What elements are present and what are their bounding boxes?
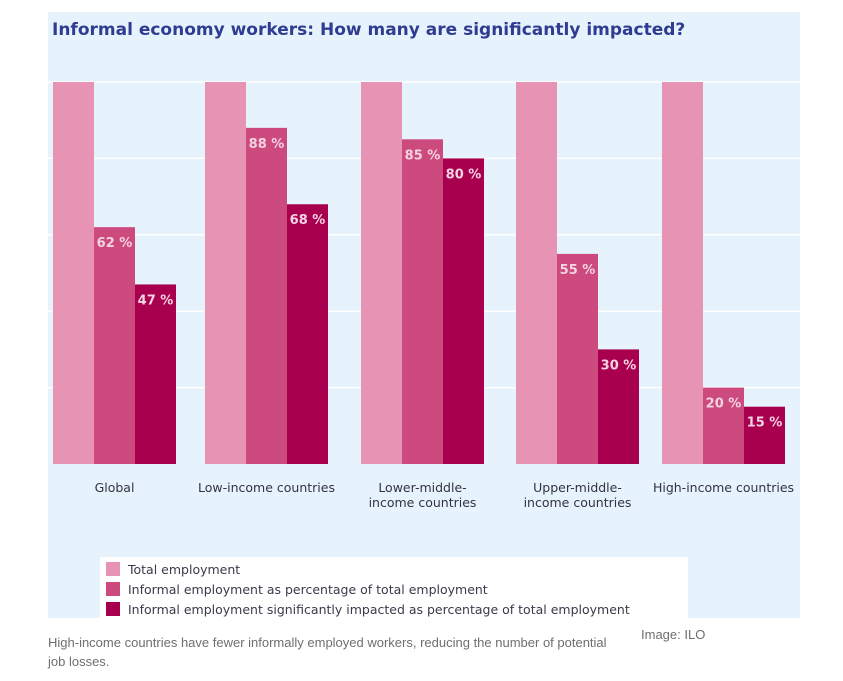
image-caption: High-income countries have fewer informa… — [48, 635, 607, 669]
data-label: 85 % — [405, 148, 441, 163]
bar-1-2 — [205, 82, 246, 464]
legend-label: Informal employment as percentage of tot… — [128, 581, 488, 597]
bar-3-3 — [443, 158, 484, 464]
category-label: High-income countries — [653, 480, 794, 495]
legend-item: Total employment — [106, 560, 240, 578]
bar-1-5 — [662, 82, 703, 464]
chart-panel: Informal economy workers: How many are s… — [48, 12, 800, 623]
data-label: 68 % — [290, 213, 326, 228]
legend: Total employment Informal employment as p… — [100, 557, 688, 623]
chart-title: Informal economy workers: How many are s… — [52, 20, 686, 40]
category-label: income countries — [524, 495, 632, 510]
legend-swatch — [106, 602, 120, 616]
legend-swatch — [106, 562, 120, 576]
bar-2-3 — [402, 139, 443, 465]
bar-2-1 — [94, 227, 135, 464]
bar-2-5 — [703, 387, 744, 464]
category-label: Upper-middle- — [533, 480, 622, 495]
bar-3-2 — [287, 204, 328, 465]
category-label: income countries — [369, 495, 477, 510]
legend-label: Total employment — [128, 561, 241, 577]
category-label: Global — [95, 480, 135, 495]
bar-1-4 — [516, 82, 557, 464]
bar-3-4 — [598, 349, 639, 464]
bar-1-3 — [361, 82, 402, 464]
legend-item: Informal employment as percentage of tot… — [106, 580, 488, 598]
data-label: 47 % — [138, 293, 174, 308]
data-label: 80 % — [446, 167, 482, 182]
category-label: Low-income countries — [198, 480, 335, 495]
bar-1-1 — [53, 82, 94, 464]
bar-3-1 — [135, 284, 176, 464]
legend-swatch — [106, 582, 120, 596]
data-label: 30 % — [601, 358, 637, 373]
data-label: 20 % — [706, 397, 742, 412]
data-label: 15 % — [747, 416, 783, 431]
bar-2-2 — [246, 127, 287, 464]
category-label: Lower-middle- — [378, 480, 466, 495]
bar-3-5 — [744, 406, 785, 464]
image-credit: Image: ILO — [641, 627, 706, 642]
legend-item: Informal employment significantly impact… — [106, 600, 630, 618]
data-label: 55 % — [560, 263, 596, 278]
data-label: 88 % — [249, 137, 285, 152]
legend-label: Informal employment significantly impact… — [128, 601, 630, 617]
data-label: 62 % — [97, 236, 133, 251]
bar-chart: 62 % 88 % 85 % 55 % 20 % 47 % 68 % 80 % 30 % 15 %… — [48, 81, 800, 510]
bar-2-4 — [557, 253, 598, 464]
